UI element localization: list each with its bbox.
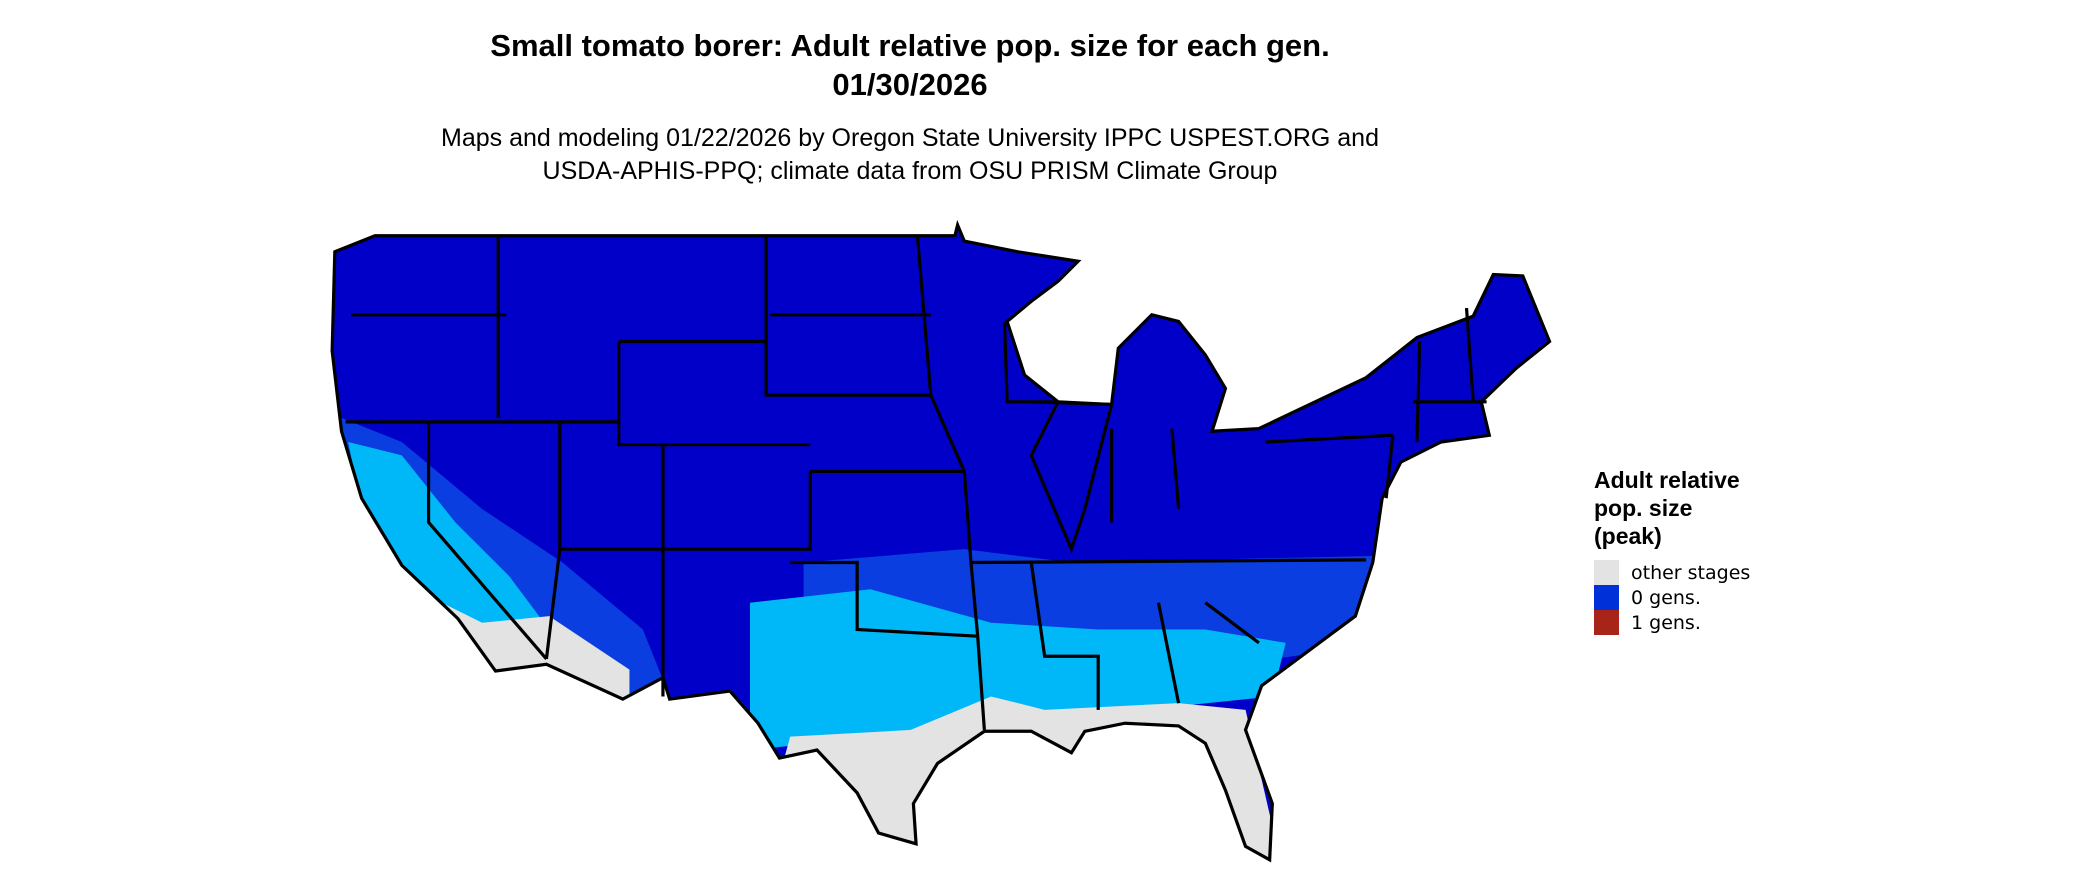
legend-title-line-2: pop. size [1594,495,1693,521]
map-date: 01/30/2026 [832,67,988,102]
state-borders [330,223,1552,862]
legend-title-line-1: Adult relative [1594,467,1740,493]
legend-title: Adult relative pop. size (peak) [1594,466,1794,550]
legend-item-0-gens: 0 gens. [1594,585,1794,610]
legend-label: other stages [1631,561,1751,584]
legend-item-1-gens: 1 gens. [1594,610,1794,635]
legend-label: 0 gens. [1631,586,1701,609]
legend-title-line-3: (peak) [1594,523,1662,549]
subtitle-line-2: USDA-APHIS-PPQ; climate data from OSU PR… [542,157,1278,185]
legend-item-other-stages: other stages [1594,560,1794,585]
legend-label: 1 gens. [1631,611,1701,634]
legend-swatch [1594,560,1619,585]
legend-swatch [1594,610,1619,635]
subtitle-line-1: Maps and modeling 01/22/2026 by Oregon S… [441,124,1379,152]
map-title: Small tomato borer: Adult relative pop. … [490,28,1330,63]
legend: Adult relative pop. size (peak) other st… [1594,466,1794,635]
legend-swatch [1594,585,1619,610]
zone-light-blue-west [348,441,550,670]
